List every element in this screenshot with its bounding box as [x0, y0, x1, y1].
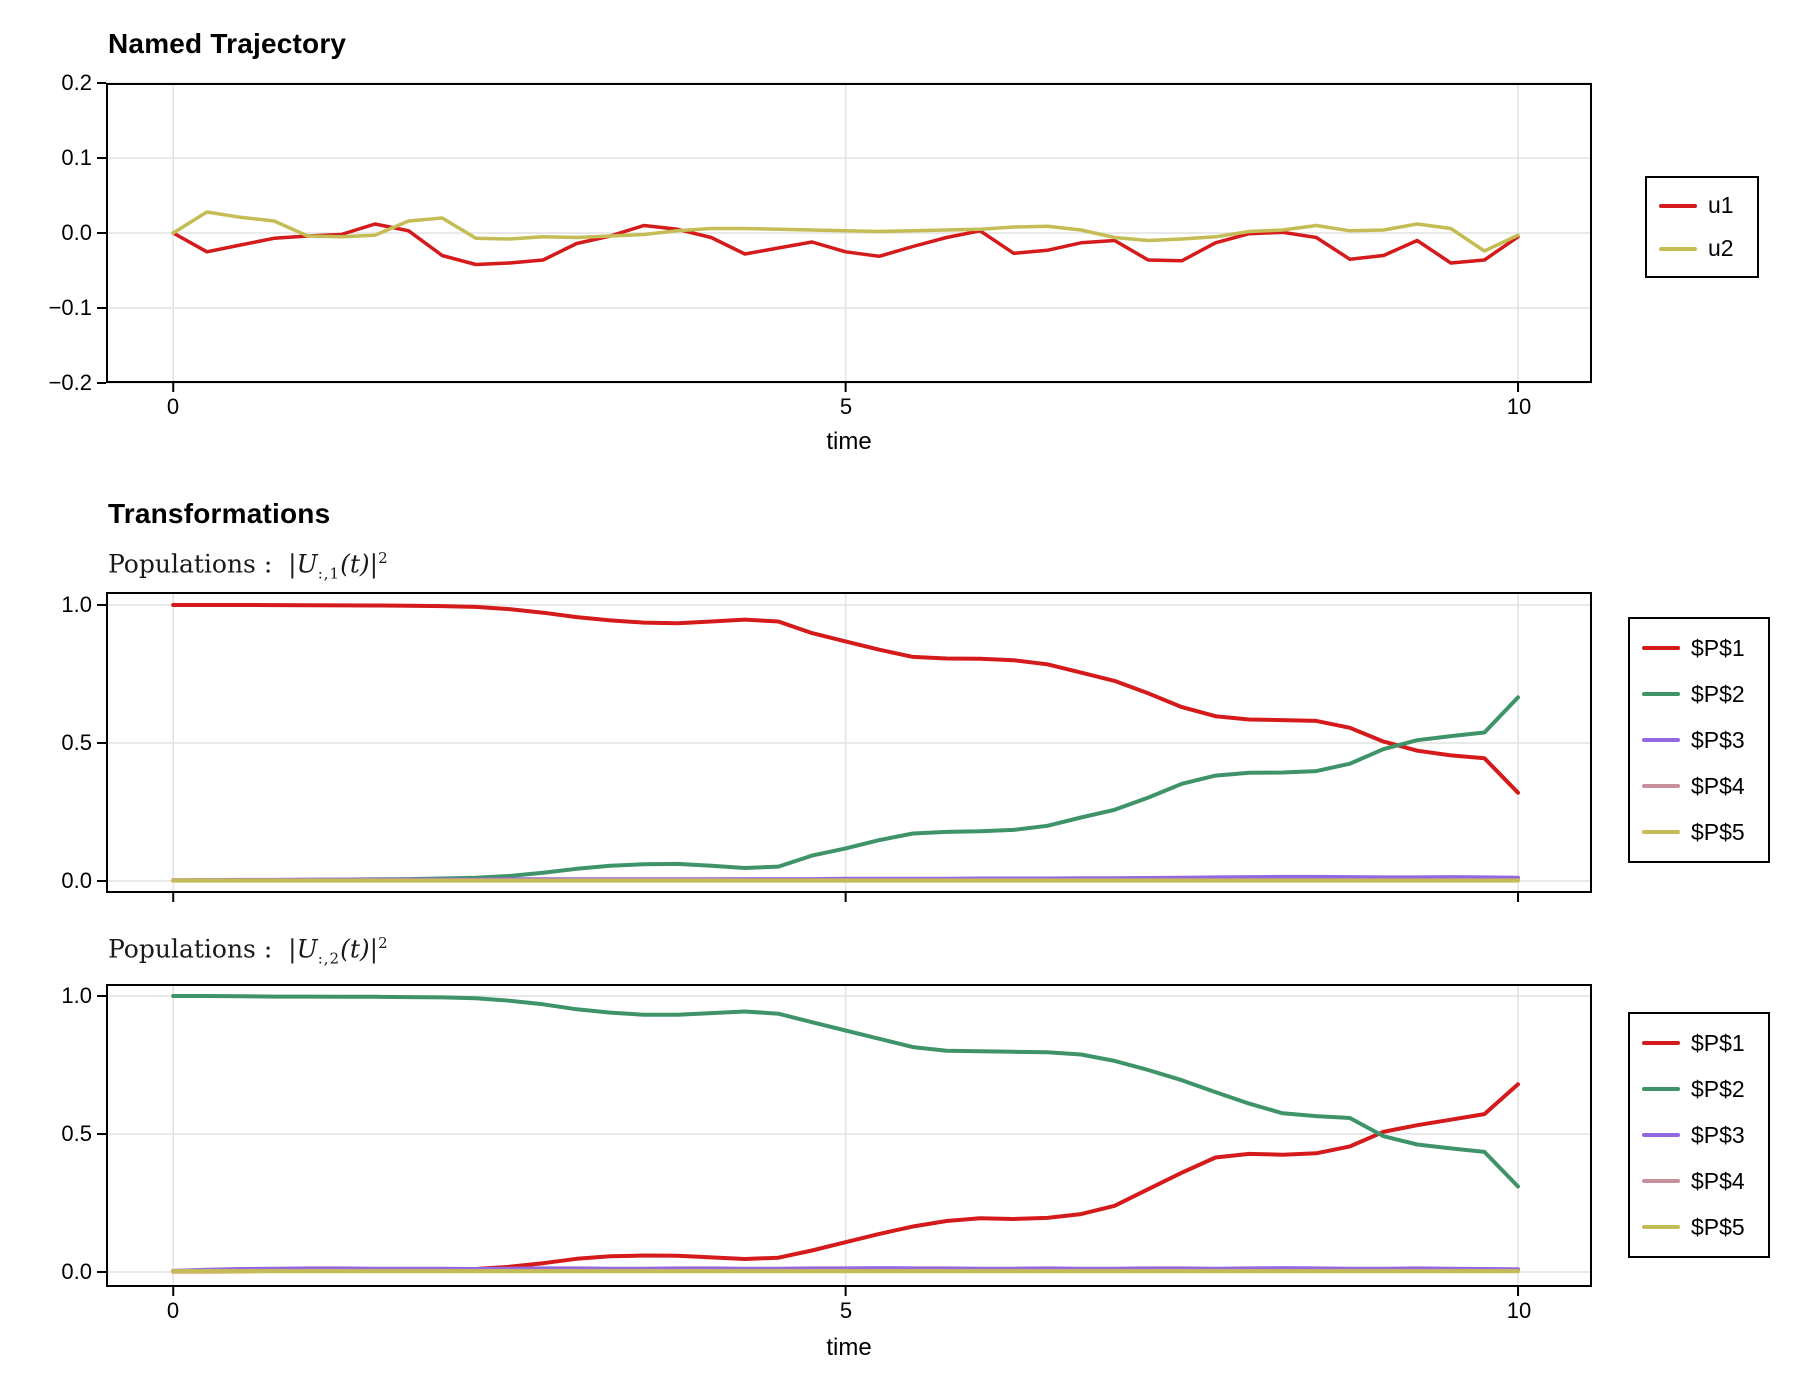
panel1-xaxis-label: time [826, 428, 872, 455]
panel3-subtitle: Populations : |U:,2(t)|2 [108, 934, 388, 967]
populations2-plot-area [97, 984, 1592, 1296]
subtitle-prefix: Populations : [108, 549, 273, 579]
populations1-legend: $P$1 $P$2 $P$3 $P$4 $P$5 [1628, 617, 1770, 863]
plot-frame [106, 984, 1592, 1287]
P1-line-swatch [1642, 646, 1680, 650]
math-superscript: 2 [378, 549, 388, 567]
math-argument: (t) [340, 934, 370, 964]
xtick-label: 0 [166, 394, 180, 419]
math-subscript: :,1 [317, 564, 341, 583]
trajectory-plot-area [97, 82, 1592, 392]
series-line-u1 [171, 222, 1520, 267]
legend-item-P4: $P$4 [1642, 772, 1756, 799]
panel2-title: Transformations [108, 498, 331, 529]
xtick-label: 10 [1506, 394, 1532, 419]
series-line-$P$2 [171, 994, 1520, 1189]
legend-item-P1: $P$1 [1642, 1029, 1756, 1056]
ytick-label: 1.0 [61, 592, 92, 617]
xtick-label: 5 [839, 1298, 853, 1323]
legend-item-u2: u2 [1659, 237, 1745, 260]
chart-canvas [97, 592, 1592, 902]
P1-line-swatch [1642, 1041, 1680, 1045]
math-bar-open: | [288, 934, 297, 964]
panel2-subtitle: Populations : |U:,1(t)|2 [108, 549, 388, 582]
legend-item-P5: $P$5 [1642, 1213, 1756, 1240]
legend-item-P2: $P$2 [1642, 1075, 1756, 1102]
xtick-label: 5 [839, 394, 853, 419]
ytick-label: 0.0 [61, 220, 92, 245]
plot-frame [106, 592, 1592, 893]
legend-label: $P$1 [1691, 634, 1745, 661]
u2-line-swatch [1659, 246, 1697, 251]
legend-label: $P$5 [1691, 1213, 1745, 1240]
series-line-$P$1 [171, 603, 1520, 795]
ytick-label: 0.5 [61, 730, 92, 755]
chart-canvas [97, 82, 1592, 392]
plot-frame [106, 83, 1592, 383]
ytick-label: 0.2 [61, 70, 92, 95]
math-argument: (t) [340, 549, 370, 579]
legend-label: $P$4 [1691, 1167, 1745, 1194]
legend-label: $P$2 [1691, 680, 1745, 707]
panel3-xaxis-label: time [826, 1334, 872, 1361]
ytick-label: −0.2 [48, 370, 92, 395]
populations1-plot-area [97, 592, 1592, 902]
P2-line-swatch [1642, 1087, 1680, 1091]
legend-item-P1: $P$1 [1642, 634, 1756, 661]
panel1-title: Named Trajectory [108, 28, 347, 59]
math-bar-close: | [369, 549, 379, 579]
P5-line-swatch [1642, 830, 1680, 834]
math-superscript: 2 [378, 934, 388, 952]
legend-label: $P$2 [1691, 1075, 1745, 1102]
P4-line-swatch [1642, 1179, 1680, 1183]
legend-label: u1 [1708, 192, 1734, 218]
subtitle-prefix: Populations : [108, 934, 273, 964]
math-bar-open: | [288, 549, 297, 579]
chart-canvas [97, 984, 1592, 1296]
trajectory-legend: u1 u2 [1645, 176, 1759, 278]
xtick-label: 10 [1506, 1298, 1532, 1323]
legend-item-u1: u1 [1659, 194, 1745, 217]
ytick-label: 0.0 [61, 1259, 92, 1284]
legend-item-P5: $P$5 [1642, 818, 1756, 845]
P4-line-swatch [1642, 784, 1680, 788]
legend-label: $P$5 [1691, 818, 1745, 845]
P2-line-swatch [1642, 692, 1680, 696]
series-line-$P$3 [171, 1266, 1520, 1273]
ytick-label: 0.0 [61, 868, 92, 893]
math-symbol-U: U [296, 549, 318, 579]
legend-item-P3: $P$3 [1642, 1121, 1756, 1148]
P5-line-swatch [1642, 1225, 1680, 1229]
populations2-legend: $P$1 $P$2 $P$3 $P$4 $P$5 [1628, 1012, 1770, 1258]
xtick-label: 0 [166, 1298, 180, 1323]
legend-item-P3: $P$3 [1642, 726, 1756, 753]
P3-line-swatch [1642, 738, 1680, 742]
math-subscript: :,2 [317, 949, 341, 968]
ytick-label: 1.0 [61, 983, 92, 1008]
legend-label: $P$3 [1691, 726, 1745, 753]
P3-line-swatch [1642, 1133, 1680, 1137]
math-bar-close: | [369, 934, 379, 964]
ytick-label: 0.5 [61, 1121, 92, 1146]
series-line-u2 [171, 210, 1520, 253]
legend-label: $P$4 [1691, 772, 1745, 799]
math-symbol-U: U [296, 934, 318, 964]
legend-item-P4: $P$4 [1642, 1167, 1756, 1194]
u1-line-swatch [1659, 203, 1697, 208]
ytick-label: 0.1 [61, 145, 92, 170]
legend-label: u2 [1708, 235, 1734, 261]
legend-label: $P$3 [1691, 1121, 1745, 1148]
legend-item-P2: $P$2 [1642, 680, 1756, 707]
legend-label: $P$1 [1691, 1029, 1745, 1056]
ytick-label: −0.1 [48, 295, 92, 320]
